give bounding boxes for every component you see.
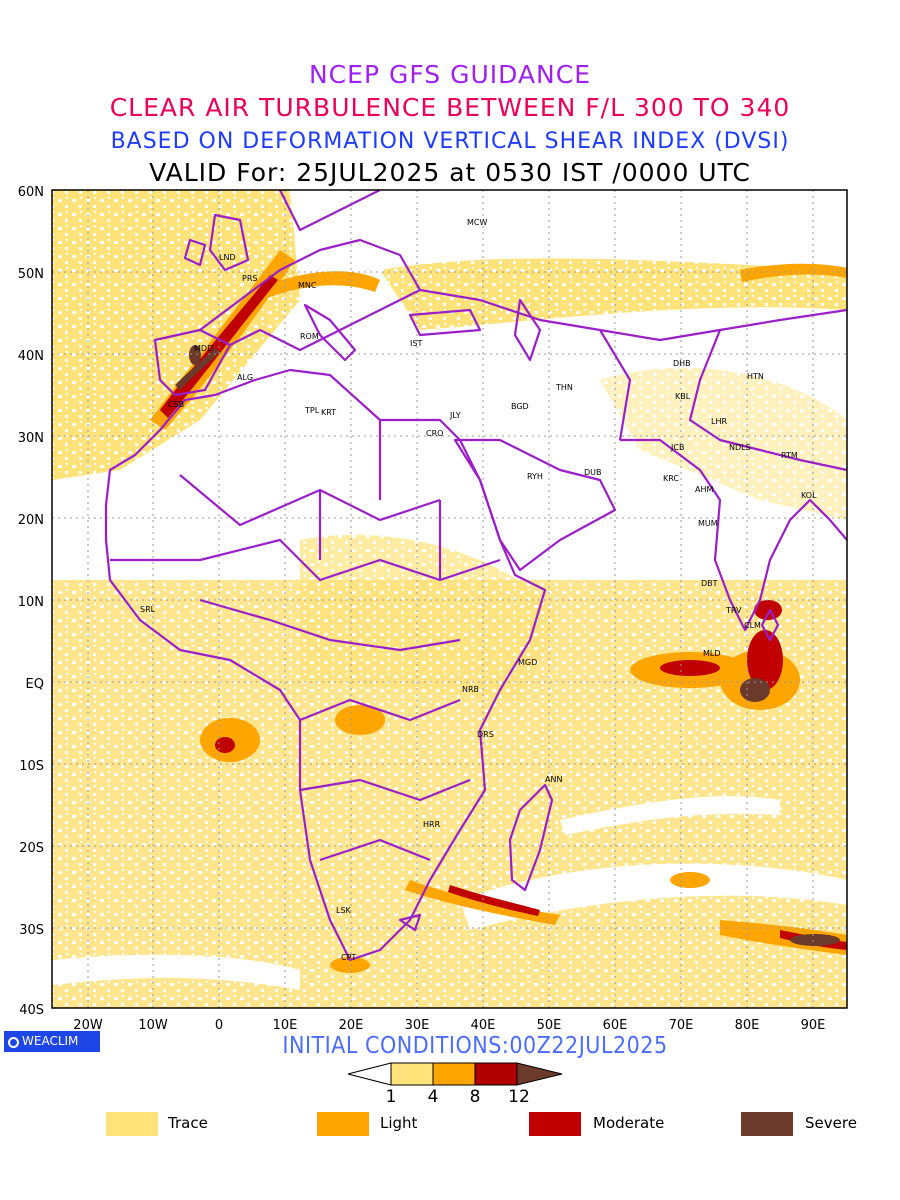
city-label: KBL — [675, 392, 691, 401]
city-label: LHR — [711, 417, 727, 426]
colorbar-tick-label: 4 — [427, 1087, 439, 1107]
city-label: MDD — [194, 344, 213, 353]
city-label: RYH — [527, 472, 543, 481]
lon-label: 50E — [537, 1018, 562, 1033]
legend-label-light: Light — [380, 1114, 418, 1132]
colorbar-high-arrow — [516, 1062, 563, 1086]
graticule — [52, 190, 847, 1008]
city-label: MCW — [467, 218, 487, 227]
turbulence-field — [52, 190, 847, 1008]
city-label: MUM — [698, 519, 718, 528]
legend-label-moderate: Moderate — [593, 1114, 665, 1132]
city-label: CSB — [168, 400, 184, 409]
lon-label: 60E — [603, 1018, 628, 1033]
plot-frame — [51, 189, 848, 1009]
city-label: KOL — [801, 491, 817, 500]
title-method: BASED ON DEFORMATION VERTICAL SHEAR INDE… — [110, 129, 790, 154]
city-label: AHM — [695, 485, 713, 494]
title-product: CLEAR AIR TURBULENCE BETWEEN F/L 300 TO … — [109, 93, 791, 122]
city-label: MLD — [703, 649, 721, 658]
colorbar-segment-moderate — [474, 1062, 518, 1086]
legend-swatch-severe — [741, 1112, 793, 1136]
city-label: HRR — [423, 820, 441, 829]
colorbar — [347, 1062, 563, 1086]
city-label: NDLS — [729, 443, 751, 452]
city-label: CPT — [341, 953, 356, 962]
city-label: ANN — [545, 775, 562, 784]
city-label: THN — [555, 383, 573, 392]
lon-axis: 20W 10W 0 10E 20E 30E 40E 50E 60E 70E 80… — [73, 1018, 825, 1033]
city-label: IST — [410, 339, 422, 348]
city-label: MGD — [518, 658, 537, 667]
colorbar-segment-trace — [390, 1062, 434, 1086]
weaclim-logo: WEACLIM — [4, 1031, 100, 1052]
city-label: ROM — [300, 332, 319, 341]
colorbar-tick-label: 1 — [385, 1087, 397, 1107]
lon-label: 10E — [273, 1018, 298, 1033]
legend-label-severe: Severe — [805, 1114, 857, 1132]
city-label: JCB — [670, 443, 684, 452]
city-label: CRO — [426, 429, 443, 438]
city-label: ALG — [237, 373, 253, 382]
city-label: HTN — [747, 372, 764, 381]
lon-label: 10W — [138, 1018, 168, 1033]
lat-label: 20N — [18, 513, 44, 528]
lon-label: 20E — [339, 1018, 364, 1033]
lat-label: 30S — [19, 923, 44, 938]
city-label: BGD — [511, 402, 529, 411]
title-valid-time: VALID For: 25JUL2025 at 0530 IST /0000 U… — [149, 158, 751, 187]
city-label: RTM — [781, 451, 798, 460]
city-label: KRT — [321, 408, 336, 417]
lat-label: EQ — [26, 677, 44, 692]
city-label: TPL — [304, 406, 320, 415]
city-label: LND — [219, 253, 236, 262]
city-label: JLY — [449, 411, 461, 420]
lon-label: 70E — [669, 1018, 694, 1033]
lat-label: 10S — [19, 759, 44, 774]
city-label: PRS — [242, 274, 257, 283]
lat-label: 60N — [18, 185, 44, 200]
city-label: DRS — [477, 730, 494, 739]
legend-label-trace: Trace — [168, 1114, 208, 1132]
city-label: MNC — [298, 281, 317, 290]
city-label: CLM — [744, 621, 761, 630]
city-label: DBT — [701, 579, 718, 588]
station-labels: MCW LND PRS MNC ROM IST MDD ALG CSB TPL … — [140, 218, 817, 962]
coastlines — [104, 190, 847, 962]
lon-label: 0 — [215, 1018, 223, 1033]
lat-label: 40S — [19, 1003, 44, 1018]
lon-label: 80E — [735, 1018, 760, 1033]
lon-label: 40E — [471, 1018, 496, 1033]
logo-text: WEACLIM — [22, 1034, 79, 1048]
city-label: DUB — [584, 468, 602, 477]
colorbar-low-arrow — [347, 1062, 392, 1086]
lon-label: 20W — [73, 1018, 103, 1033]
city-label: KRC — [663, 474, 679, 483]
legend-swatch-light — [317, 1112, 369, 1136]
lat-label: 10N — [18, 595, 44, 610]
initial-conditions: INITIAL CONDITIONS:00Z22JUL2025 — [282, 1033, 668, 1059]
legend-swatch-moderate — [529, 1112, 581, 1136]
city-label: SRL — [140, 605, 156, 614]
city-label: NRB — [462, 685, 479, 694]
lon-label: 90E — [801, 1018, 826, 1033]
colorbar-tick-label: 12 — [508, 1087, 530, 1107]
logo-ring-icon — [8, 1037, 19, 1048]
colorbar-tick-label: 8 — [469, 1087, 481, 1107]
city-label: LSK — [336, 906, 352, 915]
lat-label: 50N — [18, 267, 44, 282]
city-label: DHB — [673, 359, 691, 368]
city-label: TRV — [725, 606, 742, 615]
legend-swatch-trace — [106, 1112, 158, 1136]
lat-label: 40N — [18, 349, 44, 364]
lat-label: 30N — [18, 431, 44, 446]
colorbar-segment-light — [432, 1062, 476, 1086]
lon-label: 30E — [405, 1018, 430, 1033]
title-model: NCEP GFS GUIDANCE — [308, 60, 591, 89]
lat-label: 20S — [19, 841, 44, 856]
lat-axis: 60N 50N 40N 30N 20N 10N EQ 10S 20S 30S 4… — [18, 185, 44, 1018]
